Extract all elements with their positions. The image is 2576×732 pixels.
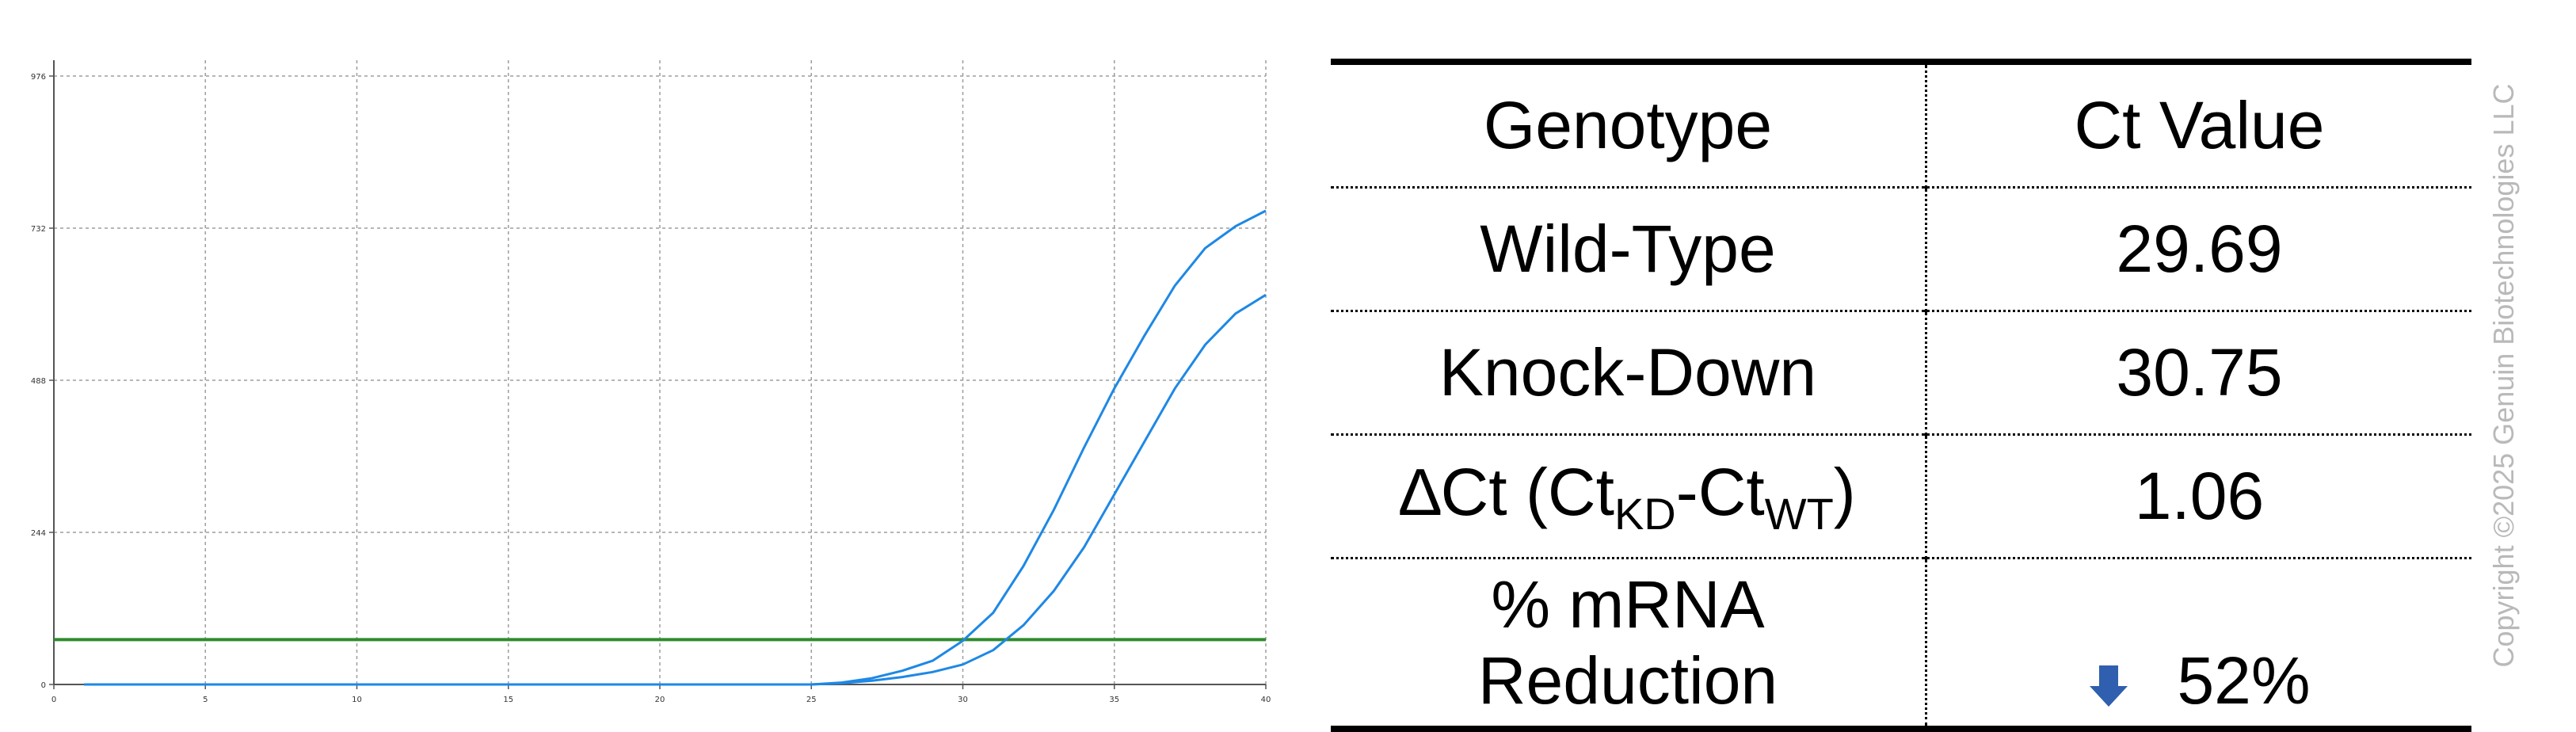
series-layer: [84, 209, 1267, 686]
chart-grid: [54, 60, 1267, 684]
delta-ct-value: 1.06: [1926, 433, 2471, 559]
delta-dash: -Ct: [1675, 454, 1765, 529]
amplification-chart: 0 5 10 15 20 25 30 35 40 0 244 488 732 976: [31, 60, 1271, 704]
reduction-label-line2: Reduction: [1477, 643, 1778, 718]
reduction-value-line: 52%: [1927, 642, 2471, 719]
amplification-curve: [84, 293, 1267, 686]
delta-symbol: ∆: [1400, 454, 1441, 529]
row-value: 29.69: [1926, 186, 2471, 311]
tick-labels: 0 5 10 15 20 25 30 35 40 0 244 488 732 976: [31, 73, 1271, 704]
header-ct-value: Ct Value: [2074, 88, 2325, 162]
x-tick-label: 25: [806, 696, 817, 704]
x-tick-label: 20: [655, 696, 665, 704]
y-tick-label: 244: [31, 529, 46, 538]
reduction-label-line1: % mRNA: [1491, 567, 1765, 642]
x-tick-label: 10: [352, 696, 362, 704]
y-tick-label: 488: [31, 377, 46, 386]
x-tick-label: 15: [503, 696, 513, 704]
y-tick-label: 0: [41, 681, 46, 690]
results-table: Genotype Ct Value Wild-Type 29.69 Knock-…: [1331, 59, 2471, 732]
reduction-row: % mRNA Reduction 52%: [1331, 557, 2471, 729]
reduction-label: % mRNA Reduction: [1331, 557, 1927, 729]
x-tick-label: 5: [203, 696, 208, 704]
down-arrow-icon: [2090, 665, 2128, 707]
y-tick-label: 976: [31, 73, 46, 82]
reduction-value: 52%: [2177, 643, 2311, 718]
x-tick-label: 30: [958, 696, 968, 704]
row-label: Knock-Down: [1331, 310, 1927, 435]
header-genotype: Genotype: [1331, 62, 1927, 188]
delta-ct-label: ∆Ct (CtKD-CtWT): [1331, 433, 1927, 559]
table-row: Wild-Type 29.69: [1331, 186, 2471, 311]
row-label: Wild-Type: [1331, 186, 1927, 311]
table-row: Knock-Down 30.75: [1331, 310, 2471, 435]
x-tick-label: 40: [1261, 696, 1271, 704]
table-header-row: Genotype Ct Value: [1331, 62, 2471, 188]
chart-axes: [49, 60, 1267, 689]
delta-ct-row: ∆Ct (CtKD-CtWT) 1.06: [1331, 433, 2471, 559]
x-tick-label: 35: [1109, 696, 1119, 704]
row-value: 30.75: [1926, 310, 2471, 435]
delta-prefix: Ct (Ct: [1440, 454, 1614, 529]
subscript-wt: WT: [1764, 488, 1834, 539]
subscript-kd: KD: [1614, 488, 1676, 539]
x-tick-label: 0: [51, 696, 56, 704]
delta-suffix: ): [1833, 454, 1856, 529]
reduction-cell: 52%: [1926, 557, 2471, 729]
copyright-notice: Copyright ©2025 Genuin Biotechnologies L…: [2487, 83, 2520, 668]
y-tick-label: 732: [31, 225, 46, 234]
amplification-curve: [84, 209, 1267, 686]
